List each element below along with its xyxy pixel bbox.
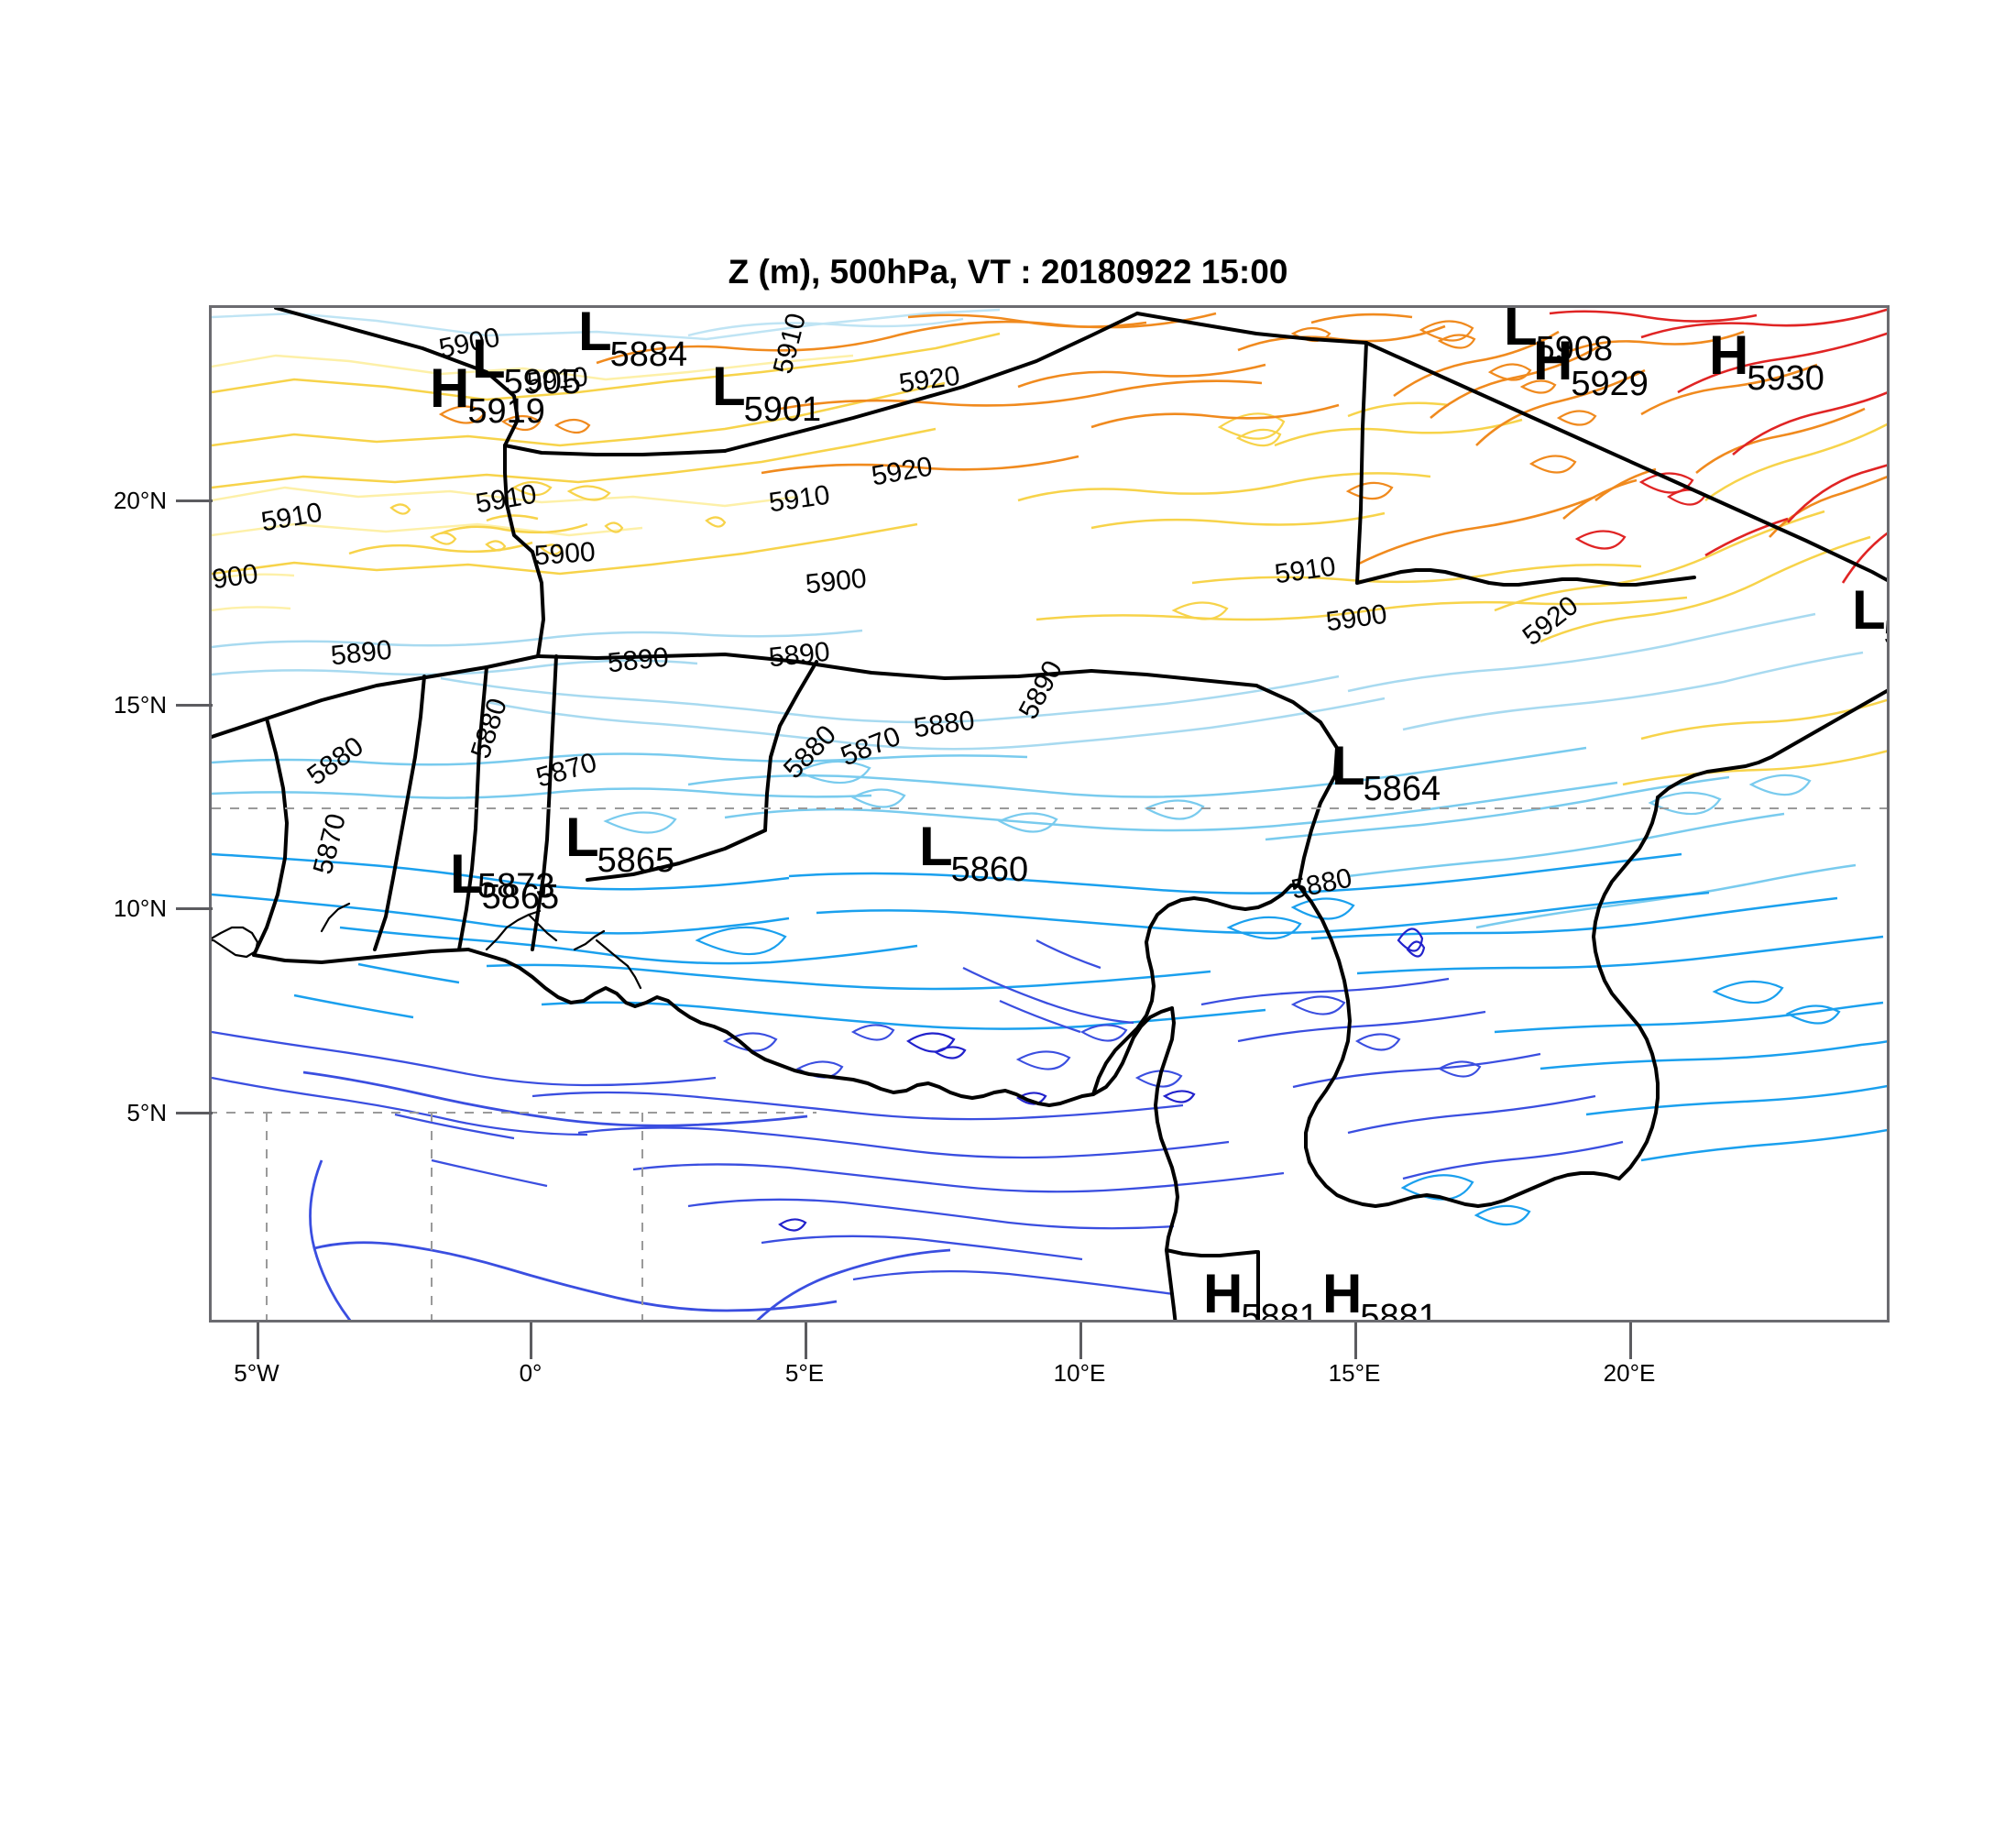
extremum-value: 5865	[481, 878, 560, 916]
xtick-label-10E: 10°E	[1053, 1359, 1106, 1387]
xtick-label-15E: 15°E	[1328, 1359, 1381, 1387]
extremum-type: L	[1852, 579, 1886, 641]
ytick-mark-5N	[176, 1112, 213, 1114]
extremum-marker-L-5865-coast: L5865	[565, 807, 676, 879]
extremum-value: 5930	[1747, 359, 1824, 398]
xtick-label-0: 0°	[519, 1359, 542, 1387]
contour-5890-lightblue	[212, 746, 1857, 929]
xtick-label-20E: 20°E	[1603, 1359, 1656, 1387]
contour-label: 5900	[804, 563, 869, 600]
extremum-marker-5873-overlap: 5873	[477, 867, 557, 906]
extremum-type: H	[430, 357, 470, 419]
extremum-type: L	[919, 816, 953, 877]
contour-5860-darkblue	[778, 927, 1426, 1232]
extremum-value: 5860	[950, 851, 1029, 889]
contour-5890-cells	[603, 760, 1812, 834]
xtick-mark-20E	[1629, 1323, 1632, 1359]
extremum-value: 5901	[743, 390, 822, 429]
extremum-type: L	[712, 356, 746, 417]
extremum-value: 5864	[1363, 770, 1441, 808]
extremum-marker-L-5864: L5864	[1331, 739, 1442, 807]
contour-label: 5890	[767, 636, 832, 674]
extremum-type: H	[1533, 330, 1573, 391]
extremum-marker-L-5901: L5901	[712, 356, 823, 428]
extremum-type: L	[1504, 305, 1538, 357]
extremum-type: H	[1203, 1263, 1244, 1323]
xtick-mark-10E	[1079, 1323, 1082, 1359]
extremum-type: L	[565, 807, 599, 868]
extremum-value: 5865	[597, 841, 675, 880]
contour-lines	[212, 308, 1887, 1320]
contour-label: 5890	[329, 634, 394, 672]
extremum-type: H	[1709, 324, 1749, 386]
ytick-mark-20N	[176, 499, 213, 502]
extremum-type: L	[450, 843, 484, 905]
ytick-label-10N: 10°N	[113, 895, 167, 922]
ytick-label-5N: 5°N	[126, 1099, 167, 1126]
contour-5870-deepblue	[212, 938, 1624, 1296]
ytick-mark-15N	[176, 704, 213, 707]
extremum-value: 5	[1884, 614, 1887, 653]
extremum-marker-H-5930: H5930	[1709, 328, 1826, 397]
contour-5870-south-boundary	[302, 1070, 951, 1320]
plot-area: 5900 5910 5910 5920 5920 5920 5910 5910 …	[209, 305, 1890, 1323]
contour-5930-cells	[1574, 472, 1707, 550]
chart-title: Z (m), 500hPa, VT : 20180922 15:00	[728, 253, 1288, 291]
contour-plot-svg	[212, 308, 1887, 1320]
xtick-label-5E: 5°E	[784, 1359, 825, 1387]
extremum-marker-H-5881-a: H5881	[1203, 1267, 1320, 1323]
contour-label: 5890	[606, 642, 671, 679]
xtick-mark-5E	[805, 1323, 807, 1359]
contour-west-pale	[212, 573, 295, 612]
extremum-marker-L-5-clipped: L5	[1852, 583, 1887, 652]
extremum-marker-L-5865-ocean: L5865	[450, 847, 561, 916]
extremum-marker-L-5860: L5860	[919, 816, 1030, 888]
extremum-value: 5884	[609, 335, 688, 374]
contour-5880-blue	[212, 852, 1887, 1162]
ytick-label-15N: 15°N	[113, 691, 167, 719]
extremum-value: 5881	[1241, 1298, 1319, 1323]
contour-5900-lightyellow	[212, 354, 854, 537]
extremum-value: 5908	[1535, 330, 1614, 368]
graticule-dashed	[212, 807, 1887, 1320]
extremum-value: 5905	[503, 363, 582, 401]
contour-5900-pale	[212, 308, 1001, 341]
xtick-mark-15E	[1354, 1323, 1357, 1359]
ytick-label-20N: 20°N	[113, 487, 167, 514]
extremum-type: L	[1331, 735, 1365, 796]
contour-5920-cells	[438, 320, 1597, 500]
extremum-type: L	[578, 305, 612, 362]
ytick-mark-10N	[176, 907, 213, 910]
extremum-type: H	[1322, 1263, 1363, 1323]
xtick-mark-5W	[257, 1323, 259, 1359]
extremum-marker-L-5905: L5905	[472, 332, 583, 401]
extremum-value: 5881	[1360, 1298, 1438, 1323]
extremum-marker-H-5929: H5929	[1533, 334, 1650, 402]
xtick-mark-0	[530, 1323, 532, 1359]
xtick-label-5W: 5°W	[234, 1359, 279, 1387]
extremum-marker-L-5908: L5908	[1504, 305, 1615, 367]
extremum-marker-L-5884: L5884	[578, 305, 689, 372]
contour-5880-cells	[695, 897, 1841, 1226]
extremum-value: 5929	[1571, 365, 1649, 403]
extremum-value: 5873	[477, 867, 555, 906]
contour-5930-red	[1549, 308, 1887, 584]
extremum-value: 5919	[467, 392, 545, 431]
contour-label: 5900	[532, 536, 597, 572]
extremum-marker-H-5881-b: H5881	[1322, 1267, 1440, 1323]
coastlines-borders	[212, 308, 1887, 1320]
contour-5910-cells	[389, 412, 1286, 620]
extremum-marker-H-5919: H5919	[430, 361, 547, 430]
extremum-type: L	[472, 328, 506, 390]
